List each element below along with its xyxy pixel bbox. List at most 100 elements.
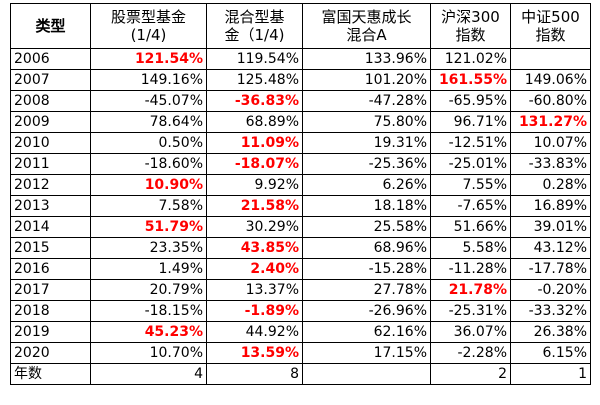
- table-row: 2020 10.70% 13.59% 17.15% -2.28% 6.15%: [10, 342, 591, 364]
- count-cell: 2: [430, 363, 511, 385]
- return-cell: 21.78%: [430, 279, 511, 301]
- return-cell: 43.12%: [510, 237, 591, 259]
- return-cell: -45.07%: [90, 90, 207, 112]
- return-cell: 2.40%: [206, 258, 303, 280]
- return-cell: 51.79%: [90, 216, 207, 238]
- hybrid-fund-header: 混合型基 金（1/4): [206, 3, 303, 49]
- return-cell: -12.51%: [430, 132, 511, 154]
- return-cell: 131.27%: [510, 111, 591, 133]
- table-row: 2019 45.23% 44.92% 62.16% 36.07% 26.38%: [10, 321, 591, 343]
- table-row: 2008 -45.07% -36.83% -47.28% -65.95% -60.80%: [10, 90, 591, 112]
- return-cell: 5.58%: [430, 237, 511, 259]
- return-cell: 51.66%: [430, 216, 511, 238]
- return-cell: 10.70%: [90, 342, 207, 364]
- return-cell: 62.16%: [302, 321, 431, 343]
- return-cell: -15.28%: [302, 258, 431, 280]
- return-cell: 121.54%: [90, 48, 207, 70]
- year-cell: 2014: [10, 216, 91, 238]
- return-cell: 18.18%: [302, 195, 431, 217]
- table-row: 2006 121.54% 119.54% 133.96% 121.02%: [10, 48, 591, 70]
- return-cell: 19.31%: [302, 132, 431, 154]
- csi500-header: 中证500 指数: [510, 3, 591, 49]
- count-cell: [302, 363, 431, 385]
- return-cell: 96.71%: [430, 111, 511, 133]
- header-line: 中证500: [521, 8, 580, 26]
- table-row: 2009 78.64% 68.89% 75.80% 96.71% 131.27%: [10, 111, 591, 133]
- year-cell: 2009: [10, 111, 91, 133]
- csi300-header: 沪深300 指数: [430, 3, 511, 49]
- return-cell: 36.07%: [430, 321, 511, 343]
- annual-returns-table: 类型 股票型基金 (1/4) 混合型基 金（1/4) 富国天惠成长 混合A 沪深300 指数 中证…: [10, 3, 591, 385]
- return-cell: 68.89%: [206, 111, 303, 133]
- header-line: 沪深300: [441, 8, 500, 26]
- return-cell: 75.80%: [302, 111, 431, 133]
- return-cell: -17.78%: [510, 258, 591, 280]
- count-row: 年数 4 8 2 1: [10, 363, 591, 385]
- header-line: 金（1/4): [224, 26, 285, 44]
- year-cell: 2008: [10, 90, 91, 112]
- year-cell: 2010: [10, 132, 91, 154]
- return-cell: 21.58%: [206, 195, 303, 217]
- return-cell: 7.58%: [90, 195, 207, 217]
- return-cell: 78.64%: [90, 111, 207, 133]
- header-line: 指数: [535, 26, 566, 44]
- return-cell: -25.36%: [302, 153, 431, 175]
- header-line: 混合A: [346, 26, 387, 44]
- table-row: 2012 10.90% 9.92% 6.26% 7.55% 0.28%: [10, 174, 591, 196]
- return-cell: 45.23%: [90, 321, 207, 343]
- return-cell: -18.60%: [90, 153, 207, 175]
- return-cell: 6.26%: [302, 174, 431, 196]
- header-row: 类型 股票型基金 (1/4) 混合型基 金（1/4) 富国天惠成长 混合A 沪深300 指数 中证…: [10, 3, 591, 49]
- header-line: 混合型基: [224, 8, 285, 26]
- return-cell: 23.35%: [90, 237, 207, 259]
- header-line: 指数: [455, 26, 486, 44]
- return-cell: -36.83%: [206, 90, 303, 112]
- year-cell: 2013: [10, 195, 91, 217]
- return-cell: 101.20%: [302, 69, 431, 91]
- header-line: (1/4): [130, 26, 167, 44]
- return-cell: 0.50%: [90, 132, 207, 154]
- return-cell: 39.01%: [510, 216, 591, 238]
- return-cell: 119.54%: [206, 48, 303, 70]
- year-cell: 2019: [10, 321, 91, 343]
- table-row: 2010 0.50% 11.09% 19.31% -12.51% 10.07%: [10, 132, 591, 154]
- year-cell: 2020: [10, 342, 91, 364]
- return-cell: 43.85%: [206, 237, 303, 259]
- return-cell: 149.06%: [510, 69, 591, 91]
- type-header: 类型: [10, 3, 91, 49]
- return-cell: 17.15%: [302, 342, 431, 364]
- return-cell: 10.07%: [510, 132, 591, 154]
- count-cell: 8: [206, 363, 303, 385]
- returns-table-container: 类型 股票型基金 (1/4) 混合型基 金（1/4) 富国天惠成长 混合A 沪深300 指数 中证…: [10, 3, 591, 385]
- return-cell: -7.65%: [430, 195, 511, 217]
- return-cell: 9.92%: [206, 174, 303, 196]
- return-cell: 68.96%: [302, 237, 431, 259]
- return-cell: 16.89%: [510, 195, 591, 217]
- return-cell: -0.20%: [510, 279, 591, 301]
- year-cell: 2015: [10, 237, 91, 259]
- return-cell: 125.48%: [206, 69, 303, 91]
- year-cell: 2007: [10, 69, 91, 91]
- return-cell: 26.38%: [510, 321, 591, 343]
- table-row: 2014 51.79% 30.29% 25.58% 51.66% 39.01%: [10, 216, 591, 238]
- year-cell: 2018: [10, 300, 91, 322]
- return-cell: -33.83%: [510, 153, 591, 175]
- return-cell: 121.02%: [430, 48, 511, 70]
- return-cell: 25.58%: [302, 216, 431, 238]
- table-row: 2015 23.35% 43.85% 68.96% 5.58% 43.12%: [10, 237, 591, 259]
- table-row: 2007 149.16% 125.48% 101.20% 161.55% 149.06%: [10, 69, 591, 91]
- return-cell: -25.01%: [430, 153, 511, 175]
- return-cell: 30.29%: [206, 216, 303, 238]
- return-cell: 13.37%: [206, 279, 303, 301]
- return-cell: 10.90%: [90, 174, 207, 196]
- return-cell: 133.96%: [302, 48, 431, 70]
- table-row: 2016 1.49% 2.40% -15.28% -11.28% -17.78%: [10, 258, 591, 280]
- year-cell: 2017: [10, 279, 91, 301]
- return-cell: 27.78%: [302, 279, 431, 301]
- table-body: 2006 121.54% 119.54% 133.96% 121.02% 2007 149.…: [10, 48, 591, 364]
- count-label: 年数: [10, 363, 91, 385]
- fuguo-tianhui-header: 富国天惠成长 混合A: [302, 3, 431, 49]
- table-header: 类型 股票型基金 (1/4) 混合型基 金（1/4) 富国天惠成长 混合A 沪深300 指数 中证…: [10, 3, 591, 49]
- return-cell: 149.16%: [90, 69, 207, 91]
- header-line: 富国天惠成长: [321, 8, 412, 26]
